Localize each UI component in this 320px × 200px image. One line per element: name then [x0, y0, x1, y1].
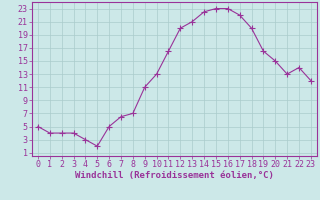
X-axis label: Windchill (Refroidissement éolien,°C): Windchill (Refroidissement éolien,°C): [75, 171, 274, 180]
